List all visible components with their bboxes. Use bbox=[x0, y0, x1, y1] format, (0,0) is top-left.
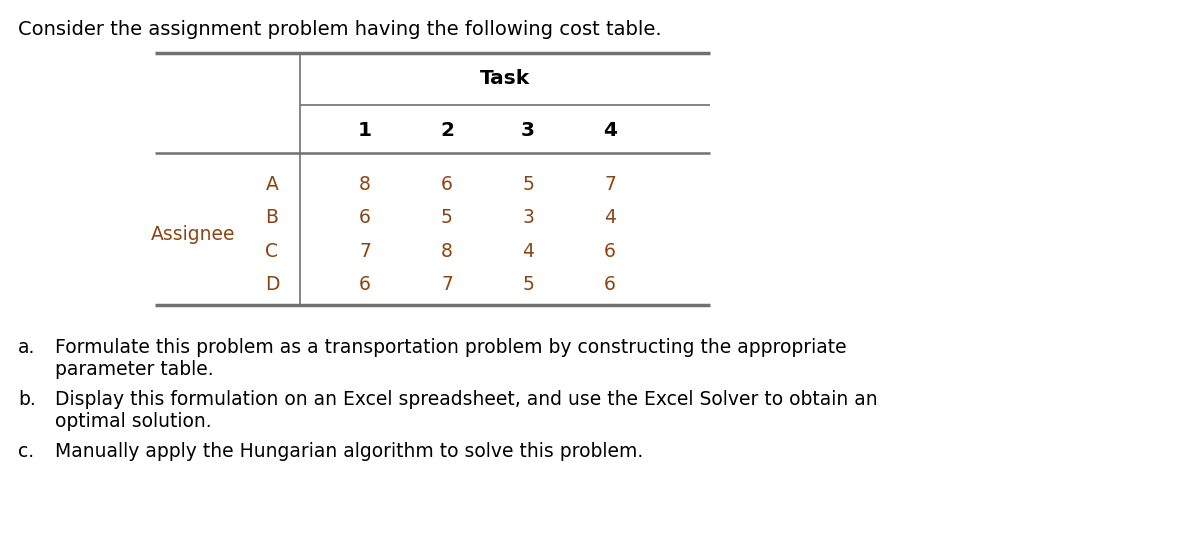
Text: D: D bbox=[265, 275, 280, 294]
Text: 2: 2 bbox=[440, 121, 454, 140]
Text: 7: 7 bbox=[604, 176, 616, 195]
Text: 8: 8 bbox=[359, 176, 371, 195]
Text: Formulate this problem as a transportation problem by constructing the appropria: Formulate this problem as a transportati… bbox=[55, 338, 847, 357]
Text: Manually apply the Hungarian algorithm to solve this problem.: Manually apply the Hungarian algorithm t… bbox=[55, 442, 643, 461]
Text: Task: Task bbox=[480, 70, 530, 88]
Text: 6: 6 bbox=[604, 275, 616, 294]
Text: Consider the assignment problem having the following cost table.: Consider the assignment problem having t… bbox=[18, 20, 661, 39]
Text: 7: 7 bbox=[359, 243, 371, 261]
Text: B: B bbox=[265, 209, 278, 227]
Text: 5: 5 bbox=[522, 176, 534, 195]
Text: 4: 4 bbox=[604, 121, 617, 140]
Text: 8: 8 bbox=[442, 243, 452, 261]
Text: C: C bbox=[265, 243, 278, 261]
Text: 7: 7 bbox=[442, 275, 452, 294]
Text: Assignee: Assignee bbox=[151, 225, 235, 245]
Text: 4: 4 bbox=[604, 209, 616, 227]
Text: 6: 6 bbox=[604, 243, 616, 261]
Text: 3: 3 bbox=[522, 209, 534, 227]
Text: Display this formulation on an Excel spreadsheet, and use the Excel Solver to ob: Display this formulation on an Excel spr… bbox=[55, 390, 877, 409]
Text: 6: 6 bbox=[359, 209, 371, 227]
Text: 6: 6 bbox=[442, 176, 452, 195]
Text: a.: a. bbox=[18, 338, 35, 357]
Text: c.: c. bbox=[18, 442, 34, 461]
Text: b.: b. bbox=[18, 390, 36, 409]
Text: A: A bbox=[265, 176, 278, 195]
Text: 5: 5 bbox=[522, 275, 534, 294]
Text: 5: 5 bbox=[442, 209, 452, 227]
Text: optimal solution.: optimal solution. bbox=[55, 412, 211, 431]
Text: parameter table.: parameter table. bbox=[55, 360, 214, 379]
Text: 1: 1 bbox=[358, 121, 372, 140]
Text: 3: 3 bbox=[521, 121, 535, 140]
Text: 6: 6 bbox=[359, 275, 371, 294]
Text: 4: 4 bbox=[522, 243, 534, 261]
